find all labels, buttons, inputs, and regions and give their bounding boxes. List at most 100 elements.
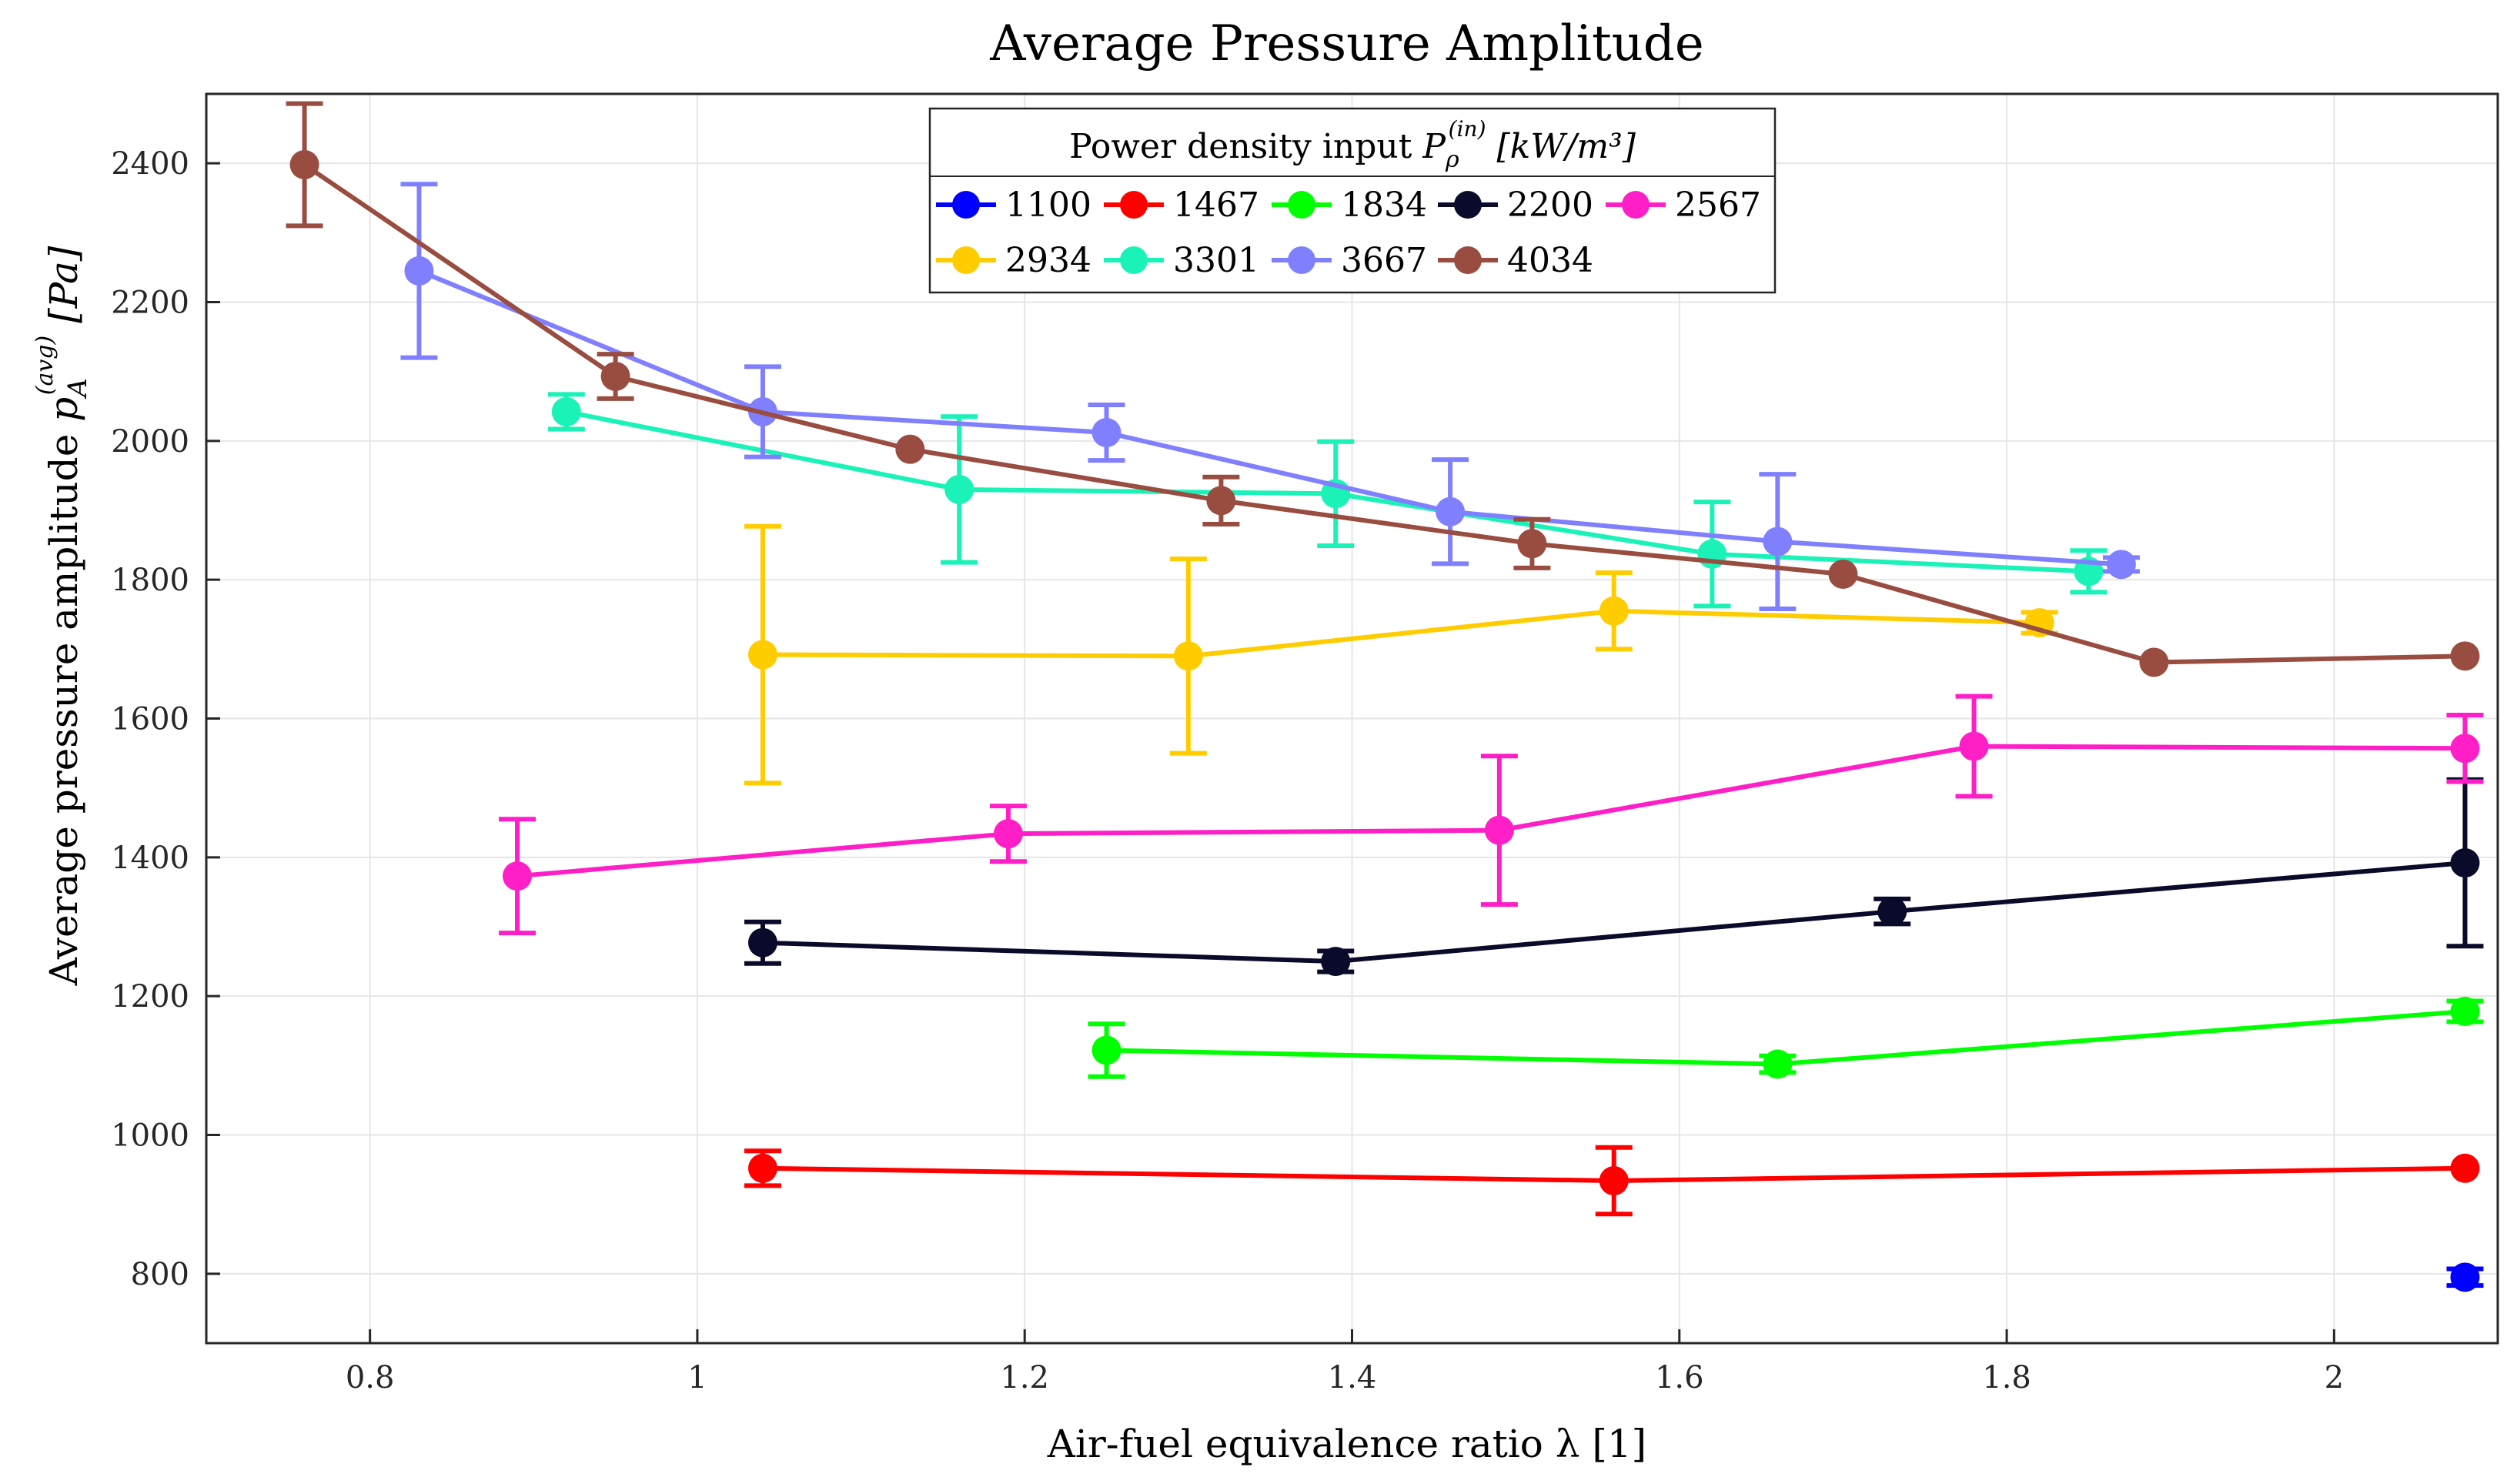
data-point-4034-5 bbox=[1828, 559, 1858, 589]
legend-swatch-marker bbox=[1120, 246, 1148, 274]
legend-label: 2567 bbox=[1675, 186, 1761, 225]
data-point-4034-2 bbox=[895, 434, 925, 464]
y-tick-label-2: 1200 bbox=[111, 979, 189, 1014]
data-point-2567-4 bbox=[2450, 734, 2480, 764]
chart-title: Average Pressure Amplitude bbox=[989, 15, 1703, 72]
series-2567 bbox=[499, 694, 2484, 936]
data-point-2200-3 bbox=[2450, 848, 2480, 878]
data-point-1467-1 bbox=[1599, 1166, 1629, 1196]
series-line-4034 bbox=[303, 162, 2465, 665]
legend-entry-1834: 1834 bbox=[1272, 186, 1427, 225]
legend-label: 3301 bbox=[1173, 241, 1259, 280]
x-tick-label-0: 0.8 bbox=[346, 1360, 395, 1395]
legend-entry-2567: 2567 bbox=[1606, 186, 1761, 225]
series-line-3667 bbox=[418, 269, 2122, 567]
data-point-1467-0 bbox=[747, 1153, 777, 1183]
y-axis-label: Average pressure amplitude pA(avg) [Pa] bbox=[32, 246, 93, 986]
y-axis-label-sup: (avg) bbox=[32, 336, 58, 395]
y-axis-label-unit: [Pa] bbox=[42, 246, 86, 323]
x-tick-label-1: 1 bbox=[687, 1360, 707, 1395]
x-tick-label-5: 1.8 bbox=[1982, 1360, 2031, 1395]
data-point-1834-1 bbox=[1763, 1049, 1793, 1079]
series-1834 bbox=[1088, 997, 2484, 1079]
data-point-2934-1 bbox=[1173, 641, 1203, 671]
data-point-2567-0 bbox=[503, 861, 533, 891]
legend-swatch-marker bbox=[1120, 191, 1148, 219]
series-3667 bbox=[400, 182, 2140, 612]
axis-ticks: 0.8 1 1.2 1.4 1.6 1.8 2 800 1000 1200 1400 1600 1800… bbox=[111, 146, 2344, 1395]
legend-title: Power density input Pρ (in) [kW/m³] bbox=[1069, 116, 1636, 173]
legend-swatch-marker bbox=[1622, 191, 1650, 219]
data-point-2934-2 bbox=[1599, 596, 1629, 626]
series-2200 bbox=[744, 777, 2484, 977]
legend-entries: 1100 1467 1834 2200 2567 2934 3301 3667 4034 bbox=[936, 186, 1761, 280]
y-axis-label-prefix: Average pressure amplitude bbox=[42, 422, 86, 987]
legend-title-symbol: P bbox=[1422, 127, 1446, 166]
x-tick-label-4: 1.6 bbox=[1655, 1360, 1704, 1395]
y-axis-label-sub: A bbox=[62, 378, 93, 399]
data-point-3667-5 bbox=[2106, 550, 2136, 580]
data-point-2567-3 bbox=[1959, 731, 1989, 761]
data-point-3667-2 bbox=[1091, 418, 1121, 448]
y-tick-label-1: 1000 bbox=[111, 1118, 189, 1154]
legend-title-unit: [kW/m³] bbox=[1497, 127, 1636, 166]
legend-title-sup: (in) bbox=[1449, 116, 1486, 142]
legend-entry-2934: 2934 bbox=[936, 241, 1091, 280]
series-layer bbox=[286, 101, 2484, 1292]
legend-label: 3667 bbox=[1341, 241, 1427, 280]
data-point-1834-2 bbox=[2450, 997, 2480, 1027]
legend-swatch-marker bbox=[1288, 246, 1315, 274]
legend-label: 4034 bbox=[1507, 241, 1593, 280]
x-tick-label-6: 2 bbox=[2325, 1360, 2344, 1395]
data-point-1467-2 bbox=[2450, 1153, 2480, 1183]
legend-entry-3301: 3301 bbox=[1104, 241, 1259, 280]
data-point-3667-3 bbox=[1436, 496, 1466, 526]
y-tick-label-7: 2200 bbox=[111, 286, 189, 321]
data-point-1834-0 bbox=[1091, 1035, 1121, 1065]
series-2934 bbox=[744, 523, 2058, 786]
data-point-3667-4 bbox=[1763, 526, 1793, 556]
data-point-4034-1 bbox=[600, 361, 630, 391]
legend-label: 1834 bbox=[1341, 186, 1427, 225]
y-tick-label-0: 800 bbox=[131, 1257, 189, 1292]
data-point-2934-0 bbox=[747, 640, 777, 670]
legend-entry-4034: 4034 bbox=[1438, 241, 1593, 280]
data-point-3667-0 bbox=[404, 256, 434, 286]
legend: Power density input Pρ(in) [kW/m³] 1100 1… bbox=[928, 107, 1777, 294]
legend-label: 2200 bbox=[1507, 186, 1593, 225]
y-tick-label-5: 1800 bbox=[111, 563, 189, 598]
legend-swatch-marker bbox=[952, 191, 980, 219]
legend-label: 1467 bbox=[1173, 186, 1259, 225]
series-3301 bbox=[547, 392, 2108, 609]
legend-entry-1100: 1100 bbox=[936, 186, 1091, 225]
series-1467 bbox=[744, 1145, 2480, 1217]
y-tick-label-6: 2000 bbox=[111, 424, 189, 460]
legend-label: 2934 bbox=[1005, 241, 1091, 280]
legend-title-prefix: Power density input bbox=[1069, 127, 1422, 166]
y-tick-label-8: 2400 bbox=[111, 146, 189, 182]
y-tick-label-3: 1400 bbox=[111, 841, 189, 876]
data-point-4034-4 bbox=[1517, 529, 1547, 559]
x-tick-label-3: 1.4 bbox=[1328, 1360, 1377, 1395]
series-1100 bbox=[2446, 1262, 2484, 1292]
data-point-3301-1 bbox=[944, 474, 974, 504]
x-tick-label-2: 1.2 bbox=[1000, 1360, 1049, 1395]
legend-swatch-marker bbox=[1288, 191, 1315, 219]
data-point-2567-1 bbox=[993, 819, 1023, 849]
data-point-2200-1 bbox=[1321, 947, 1351, 977]
data-point-1100-0 bbox=[2450, 1262, 2480, 1292]
legend-entry-2200: 2200 bbox=[1438, 186, 1593, 225]
x-axis-label: Air-fuel equivalence ratio λ [1] bbox=[1047, 1422, 1646, 1466]
data-point-4034-3 bbox=[1206, 486, 1236, 516]
legend-title-sub: ρ bbox=[1445, 146, 1459, 173]
series-line-2200 bbox=[762, 861, 2465, 964]
legend-swatch-marker bbox=[1454, 191, 1482, 219]
y-tick-label-4: 1600 bbox=[111, 702, 189, 737]
legend-label: 1100 bbox=[1005, 186, 1091, 225]
legend-swatch-marker bbox=[1454, 246, 1482, 274]
data-point-2200-2 bbox=[1877, 897, 1907, 927]
data-point-4034-7 bbox=[2450, 641, 2480, 671]
data-point-3301-0 bbox=[551, 396, 581, 426]
legend-swatch-marker bbox=[952, 246, 980, 274]
